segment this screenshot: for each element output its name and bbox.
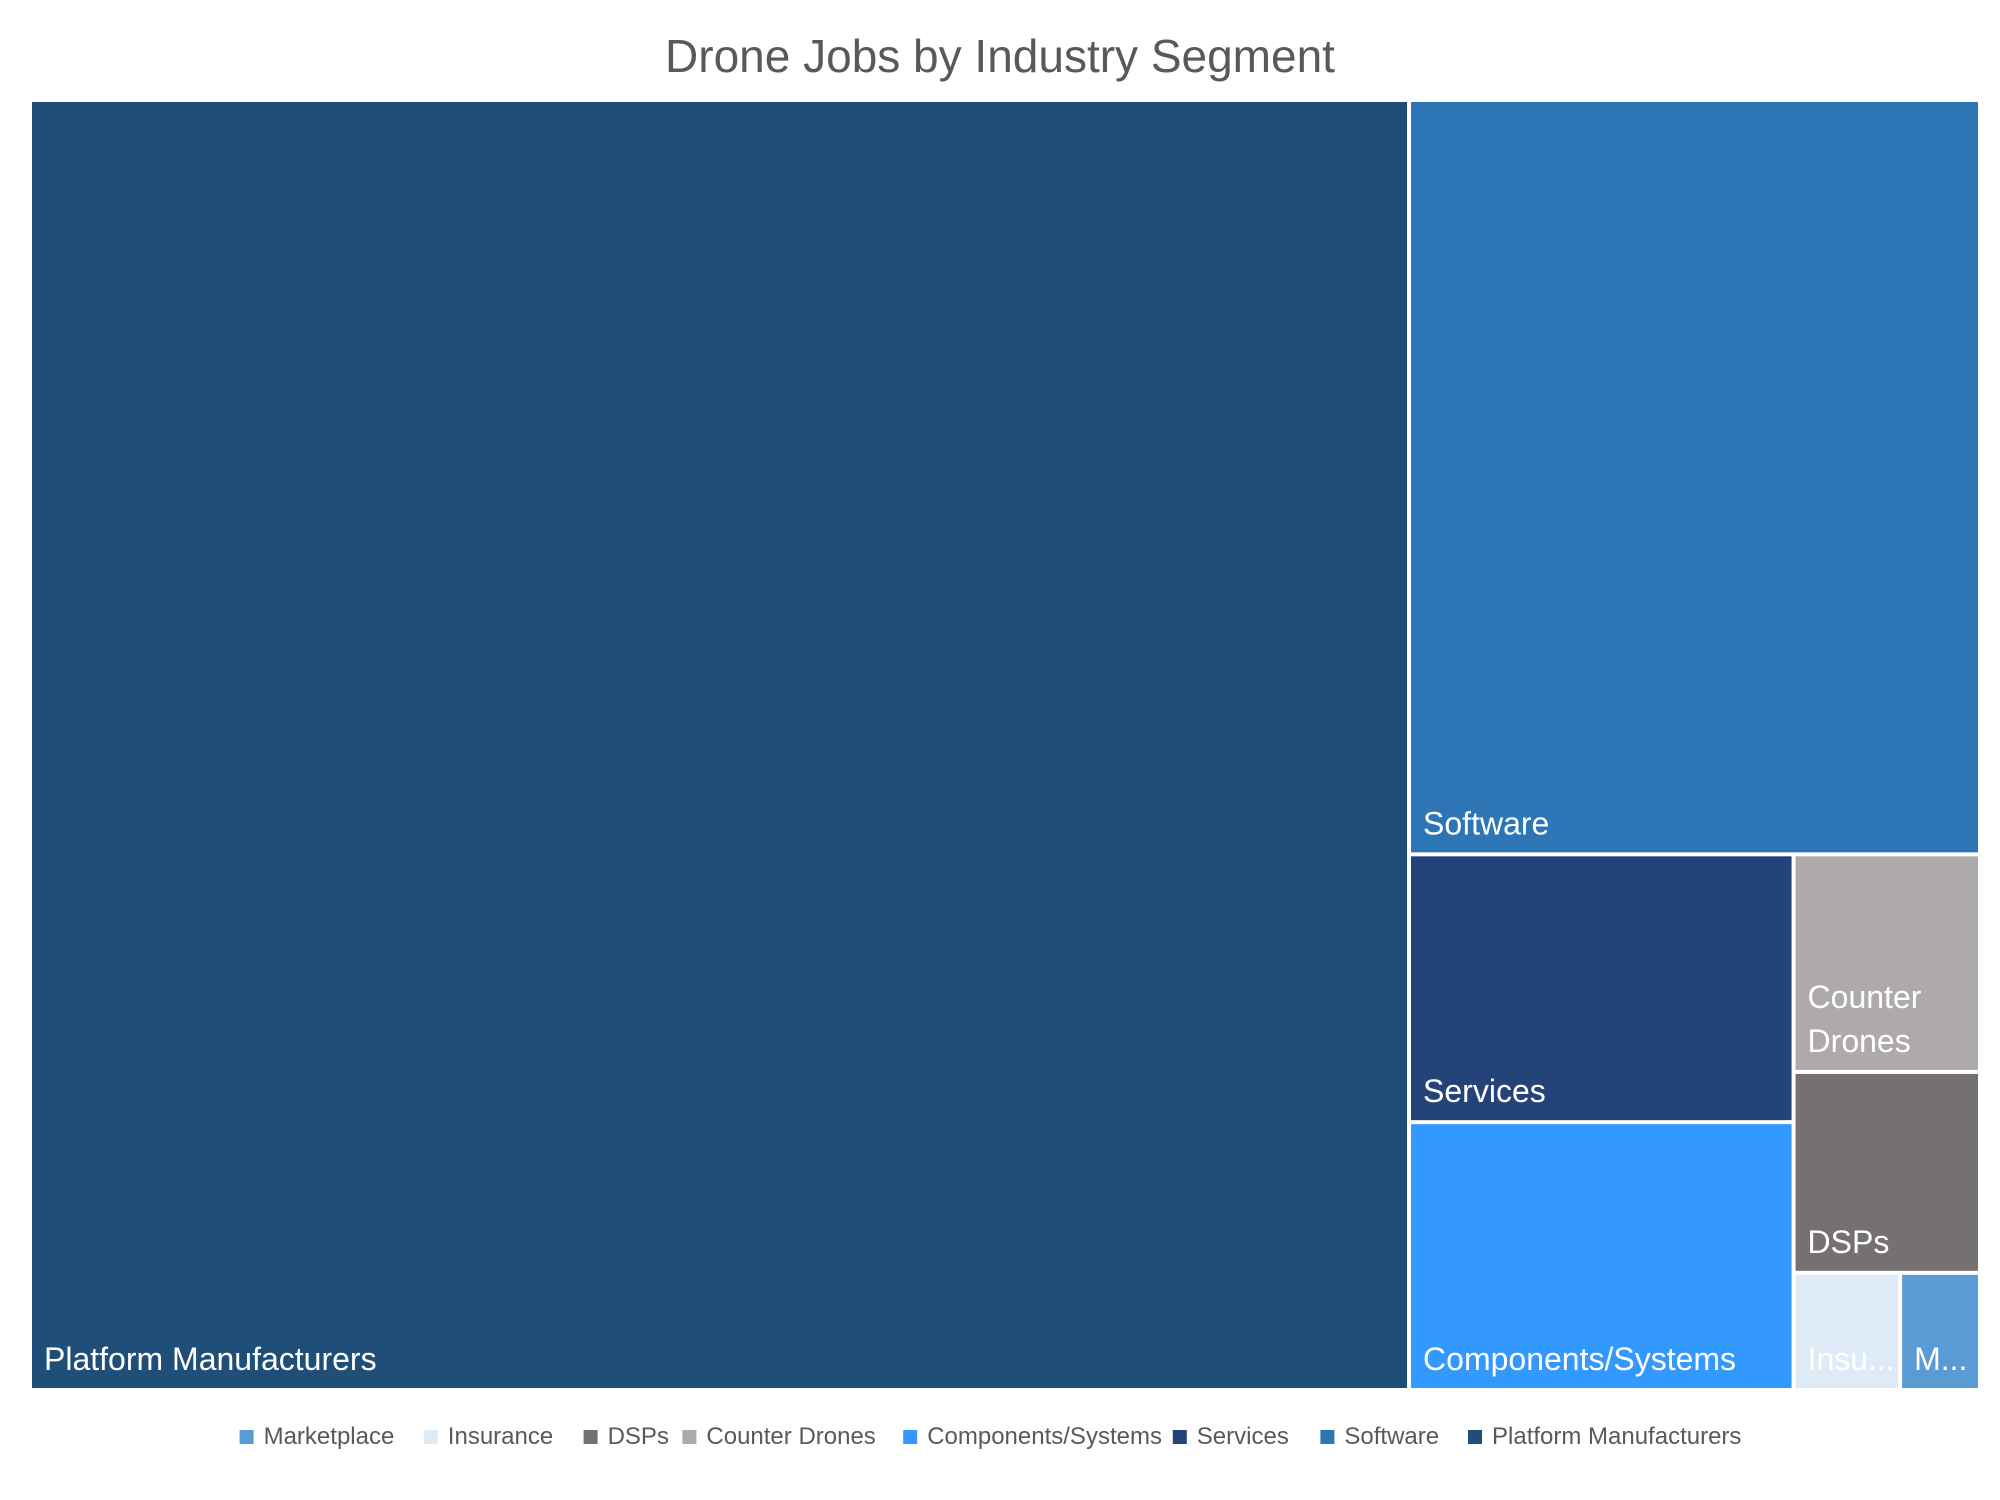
tile-label-dsps: DSPs <box>1808 1224 1890 1260</box>
tile-label-counter-drones: Counter Drones <box>1808 979 1922 1059</box>
legend-swatch-software <box>1320 1430 1335 1444</box>
tile-label-platform-manufacturers: Platform Manufacturers <box>44 1341 377 1377</box>
legend-item-marketplace: Marketplace <box>239 1423 395 1450</box>
tile-rect-marketplace <box>1902 1274 1978 1388</box>
tile-label-software: Software <box>1423 805 1549 841</box>
tile-label-services: Services <box>1423 1073 1546 1109</box>
legend-item-insurance: Insurance <box>423 1423 553 1450</box>
chart-title: Drone Jobs by Industry Segment <box>665 30 1335 82</box>
tile-label-components-systems: Components/Systems <box>1423 1341 1736 1377</box>
legend-item-software: Software <box>1320 1423 1439 1450</box>
tile-rect-services <box>1411 856 1792 1121</box>
legend-swatch-counter-drones <box>682 1430 697 1444</box>
legend-swatch-services <box>1172 1430 1187 1444</box>
tile-rect-software <box>1411 102 1978 853</box>
legend-item-services: Services <box>1172 1423 1289 1450</box>
tile-label-marketplace: M... <box>1914 1341 1967 1377</box>
tile-counter-drones: Counter Drones <box>1795 856 1978 1070</box>
legend-label-counter-drones: Counter Drones <box>706 1423 875 1450</box>
tile-label-insurance: Insu... <box>1808 1341 1895 1377</box>
tile-platform-manufacturers: Platform Manufacturers <box>32 102 1408 1388</box>
legend-label-platform-manufacturers: Platform Manufacturers <box>1492 1423 1741 1450</box>
chart-legend: Marketplace Insurance DSPs Counter Drones Co… <box>239 1423 1741 1450</box>
legend-swatch-platform-manufacturers <box>1468 1430 1482 1444</box>
tile-software: Software <box>1411 102 1978 853</box>
tile-rect-insurance <box>1795 1274 1899 1388</box>
tile-components-systems: Components/Systems <box>1411 1124 1792 1388</box>
tile-rect-dsps <box>1795 1073 1978 1271</box>
legend-label-dsps: DSPs <box>608 1423 669 1450</box>
tile-rect-platform-manufacturers <box>32 102 1408 1388</box>
legend-label-software: Software <box>1344 1423 1439 1450</box>
legend-swatch-components-systems <box>903 1430 918 1444</box>
legend-label-insurance: Insurance <box>448 1423 553 1450</box>
legend-item-counter-drones: Counter Drones <box>682 1423 876 1450</box>
legend-swatch-dsps <box>583 1430 598 1444</box>
legend-item-platform-manufacturers: Platform Manufacturers <box>1468 1423 1741 1450</box>
treemap-tiles: Platform Manufacturers Software Services Co… <box>32 102 1978 1388</box>
tile-rect-counter-drones <box>1795 856 1978 1070</box>
legend-swatch-marketplace <box>239 1430 254 1444</box>
tile-rect-components-systems <box>1411 1124 1792 1388</box>
legend-item-dsps: DSPs <box>583 1423 669 1450</box>
legend-label-marketplace: Marketplace <box>264 1423 395 1450</box>
legend-label-components-systems: Components/Systems <box>927 1423 1162 1450</box>
tile-insurance: Insu... <box>1795 1274 1899 1388</box>
tile-dsps: DSPs <box>1795 1073 1978 1271</box>
tile-services: Services <box>1411 856 1792 1121</box>
legend-item-components-systems: Components/Systems <box>903 1423 1162 1450</box>
legend-label-services: Services <box>1197 1423 1289 1450</box>
tile-marketplace: M... <box>1902 1274 1978 1388</box>
legend-swatch-insurance <box>423 1430 438 1444</box>
